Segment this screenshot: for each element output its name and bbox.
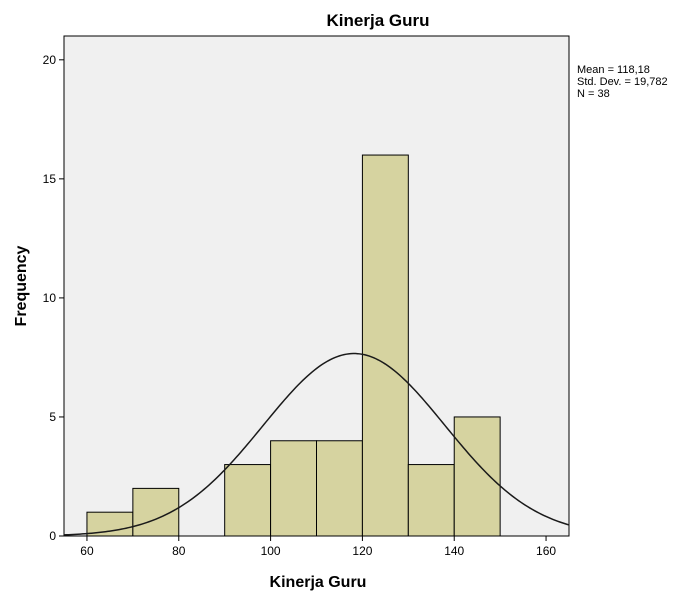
bar-140-150 (453, 416, 501, 537)
normal-curve (63, 352, 570, 536)
x-tick-label-60: 60 (80, 544, 94, 558)
chart-title: Kinerja Guru (327, 11, 430, 30)
y-tick-label-15: 15 (43, 172, 57, 186)
x-tick-label-100: 100 (261, 544, 281, 558)
stats-line-2: N = 38 (577, 88, 610, 100)
bar-100-110 (270, 440, 318, 537)
y-tick-label-20: 20 (43, 53, 57, 67)
y-axis-title: Frequency (13, 245, 30, 326)
bar-120-130 (361, 154, 409, 537)
y-tick-label-10: 10 (43, 291, 57, 305)
bar-90-100 (224, 464, 272, 537)
y-axis: 0 5 10 15 20 (43, 53, 64, 543)
x-tick-label-140: 140 (444, 544, 464, 558)
bar-110-120 (316, 440, 363, 537)
y-tick-label-5: 5 (49, 410, 56, 424)
x-axis-title: Kinerja Guru (270, 574, 367, 591)
stats-line-1: Std. Dev. = 19,782 (577, 76, 668, 88)
x-tick-label-80: 80 (172, 544, 186, 558)
bars-group (86, 154, 501, 537)
x-tick-label-160: 160 (536, 544, 556, 558)
y-tick-label-0: 0 (49, 529, 56, 543)
x-tick-label-120: 120 (352, 544, 372, 558)
bar-130-140 (407, 464, 455, 537)
x-axis: 60 80 100 120 140 160 (80, 536, 556, 558)
stats-line-0: Mean = 118,18 (577, 64, 650, 76)
